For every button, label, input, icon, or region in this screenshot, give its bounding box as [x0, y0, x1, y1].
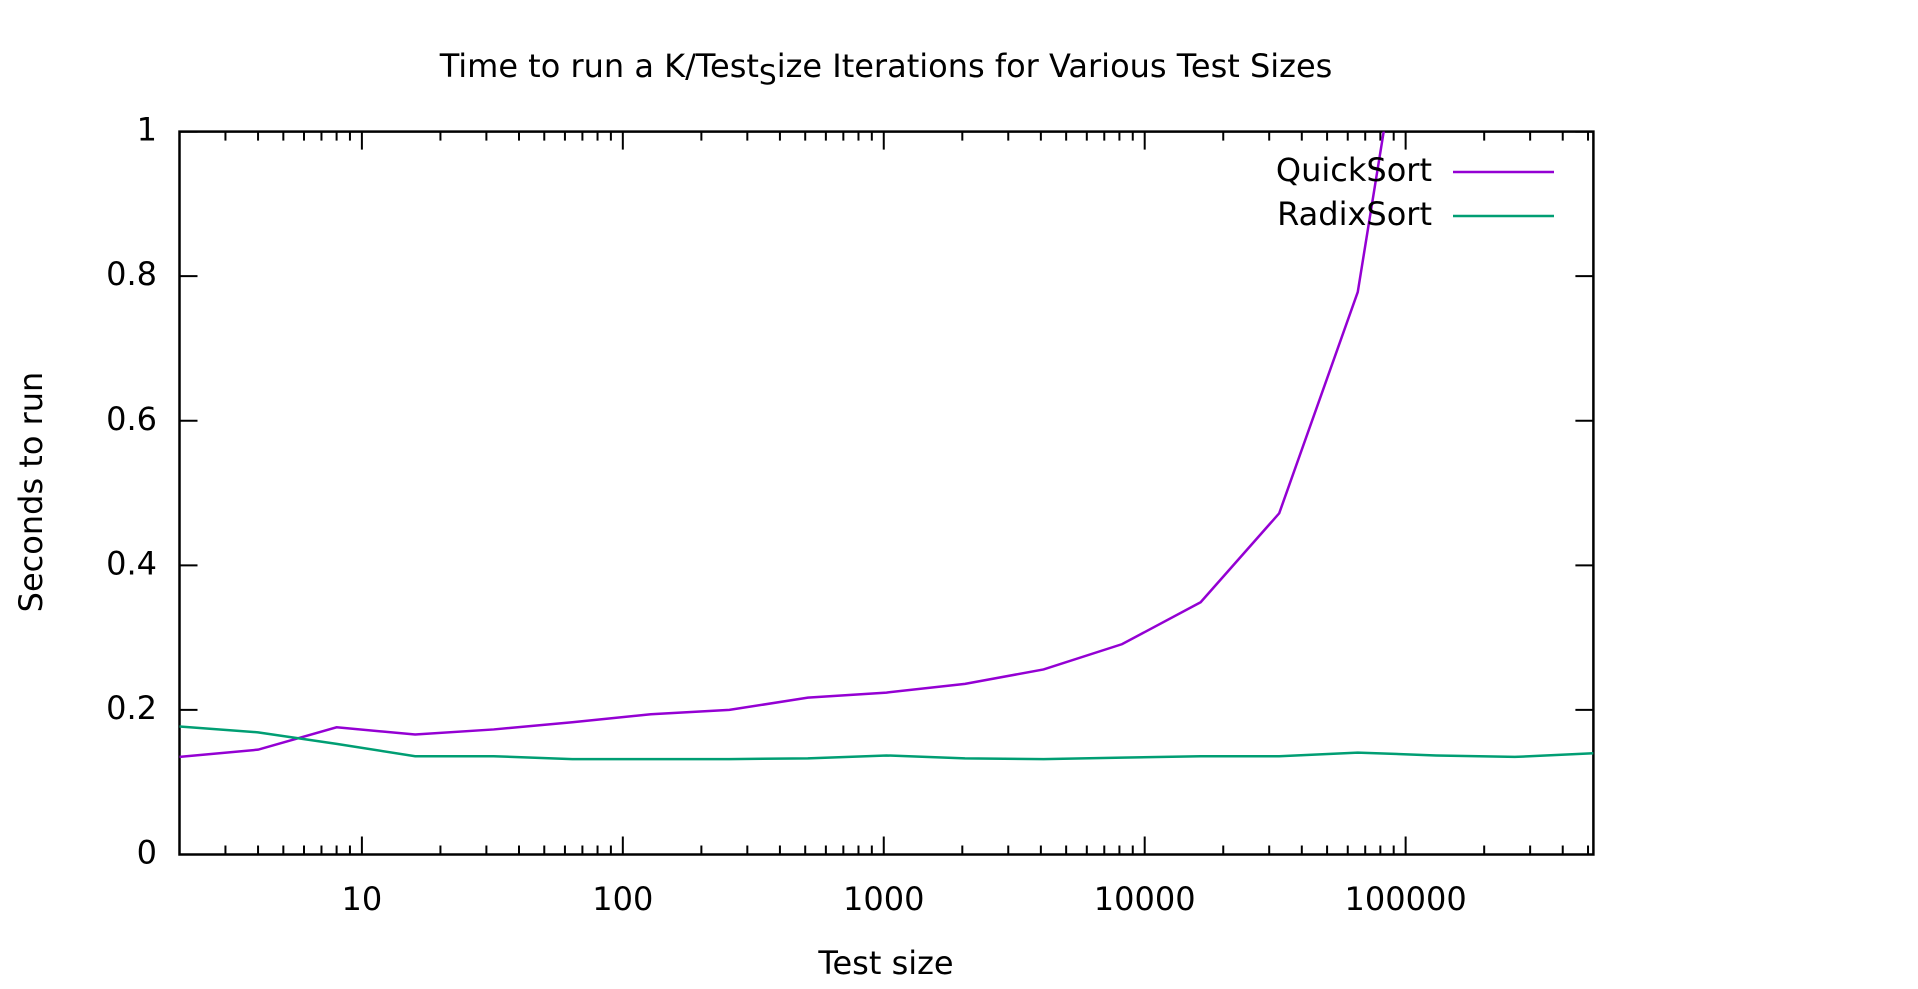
series-line [179, 725, 1594, 761]
y-tick-label: 1 [137, 111, 157, 149]
x-tick-label: 1000 [843, 880, 924, 918]
plot-frame [178, 130, 1595, 856]
x-tick-label: 10000 [1094, 880, 1196, 918]
y-axis-label: Seconds to run [12, 372, 50, 613]
y-tick-label: 0 [137, 834, 157, 872]
y-tick-label: 0.2 [106, 689, 157, 727]
y-tick-label: 0.6 [106, 400, 157, 438]
legend-label: RadixSort [1277, 195, 1432, 233]
title-part: Time to run a K/Test [439, 47, 759, 85]
x-tick-label: 100000 [1345, 880, 1467, 918]
title-subscript: S [759, 58, 777, 91]
y-tick-label: 0.4 [106, 544, 157, 582]
title-part: ize Iterations for Various Test Sizes [777, 47, 1333, 85]
chart-title: Time to run a K/TestSize Iterations for … [439, 47, 1333, 91]
x-tick-label: 100 [592, 880, 653, 918]
series-line [179, 131, 1385, 759]
x-axis-label: Test size [817, 944, 953, 982]
legend-label: QuickSort [1276, 151, 1432, 189]
y-tick-label: 0.8 [106, 255, 157, 293]
x-tick-label: 10 [342, 880, 383, 918]
